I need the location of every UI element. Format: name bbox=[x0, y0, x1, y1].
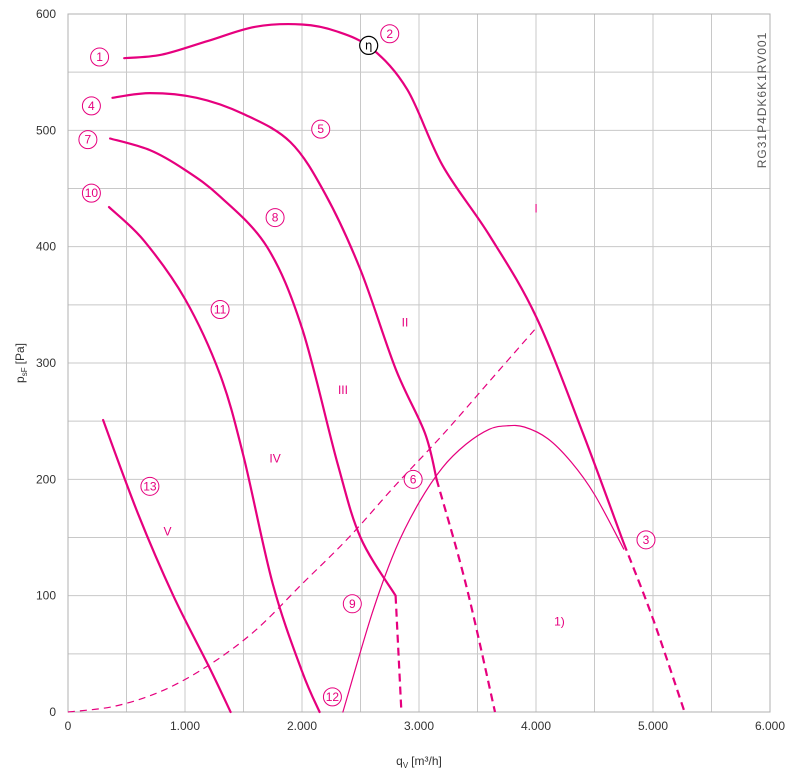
point-label-5: 5 bbox=[317, 122, 324, 136]
x-tick-label: 1.000 bbox=[170, 719, 200, 733]
point-label-3: 3 bbox=[643, 533, 650, 547]
point-label-10: 10 bbox=[85, 186, 99, 200]
point-label-6: 6 bbox=[410, 472, 417, 486]
drawing-code: RG31P4DK6K1RV001 bbox=[755, 32, 769, 169]
curve-label-ii: II bbox=[402, 315, 409, 329]
series-line-iii bbox=[109, 137, 397, 597]
point-marker-3 bbox=[636, 530, 656, 550]
point-label-13: 13 bbox=[143, 479, 157, 493]
point-marker-8 bbox=[265, 208, 285, 228]
efficiency-marker bbox=[359, 35, 379, 56]
x-tick-label: 2.000 bbox=[287, 719, 317, 733]
point-marker-1 bbox=[90, 47, 110, 67]
y-tick-label: 100 bbox=[36, 589, 56, 603]
curve-label-iv: IV bbox=[269, 451, 280, 465]
curve-label-i: I bbox=[534, 201, 537, 215]
series-line-iv bbox=[107, 206, 321, 714]
x-axis-label: qV [m³/h] bbox=[396, 754, 442, 770]
series-group bbox=[67, 23, 686, 714]
point-label-4: 4 bbox=[88, 99, 95, 113]
point-label-1: 1 bbox=[96, 50, 103, 64]
point-label-8: 8 bbox=[272, 211, 279, 225]
plot-frame bbox=[67, 13, 771, 713]
x-tick-label: 6.000 bbox=[755, 719, 785, 733]
y-tick-label: 400 bbox=[36, 240, 56, 254]
y-tick-label: 200 bbox=[36, 472, 56, 486]
curve-label-1: 1) bbox=[554, 614, 565, 628]
series-line-iiiext bbox=[394, 595, 403, 713]
point-marker-4 bbox=[81, 96, 101, 116]
point-marker-9 bbox=[342, 594, 362, 614]
series-line-iext bbox=[622, 542, 686, 713]
curve-label-iii: III bbox=[338, 383, 348, 397]
x-tick-labels: 0 1.000 2.000 3.000 4.000 5.000 6.000 bbox=[65, 719, 786, 733]
point-label-12: 12 bbox=[326, 690, 340, 704]
x-tick-label: 5.000 bbox=[638, 719, 668, 733]
point-marker-13 bbox=[140, 476, 160, 496]
series-line-i bbox=[123, 23, 625, 545]
y-tick-label: 0 bbox=[49, 705, 56, 719]
series-line-1 bbox=[342, 424, 625, 713]
point-label-2: 2 bbox=[386, 27, 393, 41]
efficiency-label: η bbox=[365, 38, 373, 52]
point-marker-11 bbox=[210, 299, 230, 319]
curve-label-v: V bbox=[163, 525, 171, 539]
point-label-9: 9 bbox=[349, 597, 356, 611]
series-line-ii bbox=[111, 92, 438, 481]
point-marker-2 bbox=[380, 24, 400, 44]
x-tick-label: 4.000 bbox=[521, 719, 551, 733]
point-label-11: 11 bbox=[214, 302, 227, 316]
y-tick-label: 300 bbox=[36, 356, 56, 370]
series-line-iiext bbox=[435, 479, 497, 713]
point-marker-12 bbox=[322, 687, 342, 707]
y-tick-label: 500 bbox=[36, 123, 56, 137]
point-label-7: 7 bbox=[85, 133, 92, 147]
point-marker-5 bbox=[311, 119, 331, 139]
point-marker-7 bbox=[78, 130, 98, 150]
point-marker-6 bbox=[403, 469, 423, 489]
point-marker-10 bbox=[81, 183, 101, 203]
y-tick-labels: 0 100 200 300 400 500 600 bbox=[36, 7, 56, 719]
y-axis-label: psF[Pa] bbox=[13, 343, 29, 383]
x-tick-label: 3.000 bbox=[404, 719, 434, 733]
grid bbox=[68, 14, 770, 712]
series-line-v bbox=[102, 418, 232, 714]
y-tick-label: 600 bbox=[36, 7, 56, 21]
x-tick-label: 0 bbox=[65, 719, 72, 733]
series-line-system bbox=[67, 327, 537, 713]
